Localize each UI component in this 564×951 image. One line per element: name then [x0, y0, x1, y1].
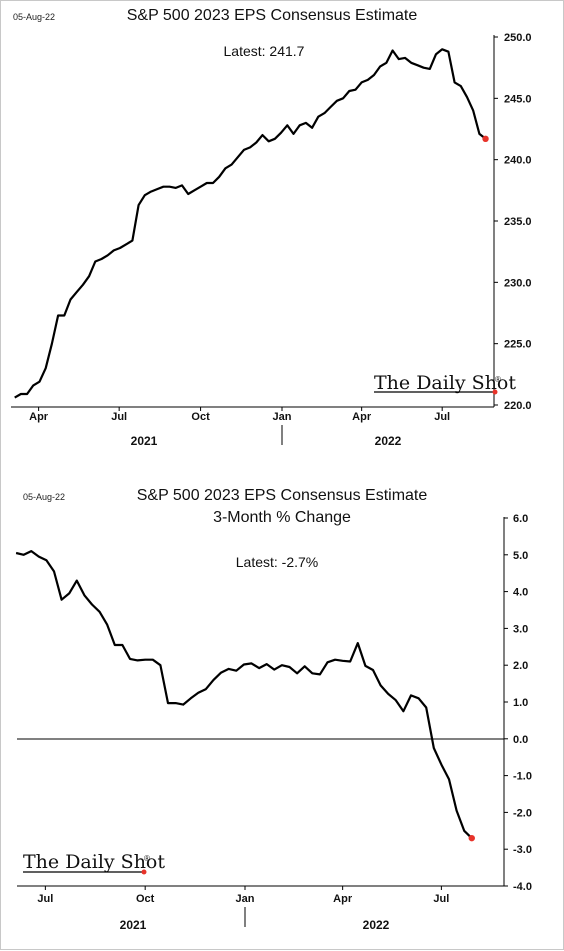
y-tick-label: 0.0: [513, 734, 528, 746]
y-tick-label: 6.0: [513, 513, 528, 525]
chart2-year-2021: 2021: [120, 918, 147, 932]
x-tick-label: Jan: [273, 411, 292, 423]
y-tick-label: 230.0: [504, 277, 532, 289]
chart2-latest-point: [468, 834, 475, 842]
y-tick-label: 220.0: [504, 400, 532, 412]
x-tick-label: Oct: [191, 411, 210, 423]
x-tick-label: Jul: [37, 893, 53, 905]
chart2-series-line: [15, 550, 473, 839]
y-tick-label: 250.0: [504, 32, 532, 44]
chart2-x-ticks: Jul Oct Jan Apr Jul: [37, 886, 449, 905]
chart1-series-line: [14, 48, 487, 399]
chart1-title: S&P 500 2023 EPS Consensus Estimate: [127, 7, 418, 24]
x-tick-label: Jul: [434, 411, 450, 423]
chart2-y-ticks: 6.0 5.0 4.0 3.0 2.0 1.0 0.0 -1.0 -2.0 -3.0 -4.0: [504, 513, 532, 893]
chart1-brand-text: The Daily Shot: [374, 372, 516, 394]
y-tick-label: -3.0: [513, 844, 532, 856]
y-tick-label: -1.0: [513, 771, 532, 783]
x-tick-label: Apr: [333, 893, 353, 905]
x-tick-label: Jan: [236, 893, 255, 905]
chart2-brand-mark: ®: [144, 854, 150, 863]
x-tick-label: Jul: [111, 411, 127, 423]
chart1-latest-label: Latest: 241.7: [224, 43, 305, 59]
eps-level-chart: 05-Aug-22 S&P 500 2023 EPS Consensus Est…: [11, 7, 532, 448]
y-tick-label: 235.0: [504, 216, 532, 228]
chart1-datestamp: 05-Aug-22: [13, 12, 55, 22]
chart1-year-2021: 2021: [131, 434, 158, 448]
x-tick-label: Apr: [352, 411, 372, 423]
chart1-brand-dot: [492, 389, 498, 395]
chart1-brand-logo: The Daily Shot ®: [374, 372, 516, 395]
y-tick-label: 245.0: [504, 93, 532, 105]
y-tick-label: -2.0: [513, 807, 532, 819]
y-tick-label: 2.0: [513, 660, 528, 672]
y-tick-label: 240.0: [504, 155, 532, 167]
chart2-subtitle: 3-Month % Change: [213, 509, 351, 526]
x-tick-label: Oct: [136, 893, 155, 905]
y-tick-label: -4.0: [513, 881, 532, 893]
chart2-year-2022: 2022: [363, 918, 390, 932]
chart2-brand-text: The Daily Shot: [23, 851, 165, 873]
y-tick-label: 5.0: [513, 550, 528, 562]
chart1-brand-mark: ®: [495, 375, 501, 384]
y-tick-label: 225.0: [504, 339, 532, 351]
y-tick-label: 1.0: [513, 697, 528, 709]
y-tick-label: 4.0: [513, 587, 528, 599]
chart2-brand-logo: The Daily Shot ®: [23, 851, 165, 875]
x-tick-label: Apr: [29, 411, 49, 423]
chart2-datestamp: 05-Aug-22: [23, 492, 65, 502]
x-tick-label: Jul: [433, 893, 449, 905]
chart2-title: S&P 500 2023 EPS Consensus Estimate: [137, 487, 428, 504]
chart2-latest-label: Latest: -2.7%: [236, 554, 319, 570]
eps-3m-change-chart: 05-Aug-22 S&P 500 2023 EPS Consensus Est…: [15, 487, 532, 932]
chart1-x-ticks: Apr Jul Oct Jan Apr Jul: [29, 407, 450, 423]
chart2-brand-dot: [141, 869, 147, 875]
y-tick-label: 3.0: [513, 623, 528, 635]
chart1-latest-point: [482, 135, 489, 143]
chart1-year-2022: 2022: [375, 434, 402, 448]
chart1-y-ticks: 250.0 245.0 240.0 235.0 230.0 225.0 220.0: [494, 32, 532, 412]
